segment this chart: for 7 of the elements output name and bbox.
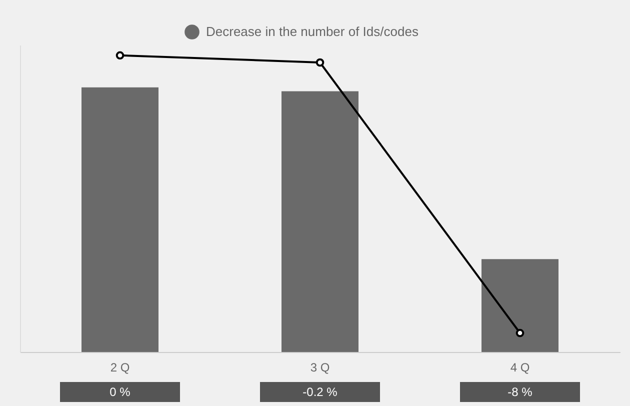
- x-tick-label: 3 Q: [310, 360, 330, 374]
- text: -0.2 %: [302, 385, 338, 399]
- text: -8 %: [508, 385, 533, 399]
- text: 0 %: [110, 385, 131, 399]
- x-tick-label: 4 Q: [510, 360, 530, 374]
- x-tick-label: 2 Q: [110, 360, 130, 374]
- legend-label: Decrease in the number of Ids/codes: [206, 24, 419, 39]
